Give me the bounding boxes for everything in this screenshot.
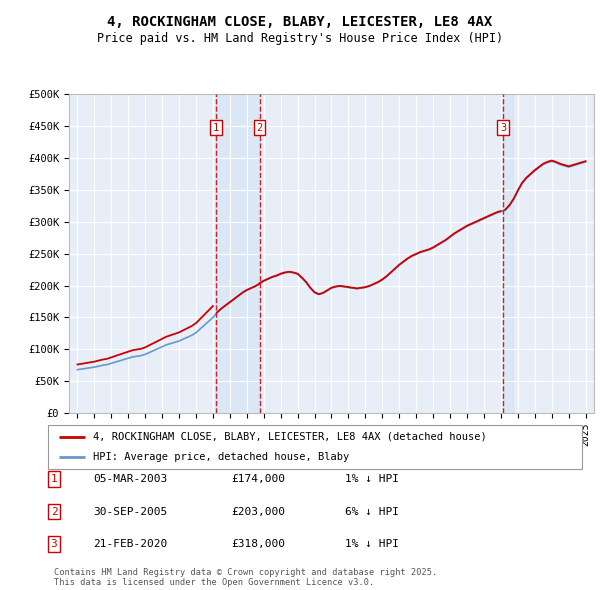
- Text: 21-FEB-2020: 21-FEB-2020: [93, 539, 167, 549]
- Text: 2: 2: [256, 123, 263, 133]
- Text: HPI: Average price, detached house, Blaby: HPI: Average price, detached house, Blab…: [94, 452, 350, 462]
- Text: 05-MAR-2003: 05-MAR-2003: [93, 474, 167, 484]
- Text: 3: 3: [500, 123, 506, 133]
- Text: 1: 1: [213, 123, 219, 133]
- FancyBboxPatch shape: [48, 425, 582, 469]
- Text: £203,000: £203,000: [231, 507, 285, 516]
- Text: 4, ROCKINGHAM CLOSE, BLABY, LEICESTER, LE8 4AX: 4, ROCKINGHAM CLOSE, BLABY, LEICESTER, L…: [107, 15, 493, 29]
- Text: 1% ↓ HPI: 1% ↓ HPI: [345, 474, 399, 484]
- Text: 1: 1: [50, 474, 58, 484]
- Text: 2: 2: [50, 507, 58, 516]
- Text: £318,000: £318,000: [231, 539, 285, 549]
- Text: Price paid vs. HM Land Registry's House Price Index (HPI): Price paid vs. HM Land Registry's House …: [97, 32, 503, 45]
- Text: 30-SEP-2005: 30-SEP-2005: [93, 507, 167, 516]
- Bar: [216, 94, 260, 413]
- Text: 4, ROCKINGHAM CLOSE, BLABY, LEICESTER, LE8 4AX (detached house): 4, ROCKINGHAM CLOSE, BLABY, LEICESTER, L…: [94, 432, 487, 442]
- Bar: [503, 94, 513, 413]
- Text: £174,000: £174,000: [231, 474, 285, 484]
- Text: 1% ↓ HPI: 1% ↓ HPI: [345, 539, 399, 549]
- Text: Contains HM Land Registry data © Crown copyright and database right 2025.
This d: Contains HM Land Registry data © Crown c…: [54, 568, 437, 587]
- Text: 3: 3: [50, 539, 58, 549]
- Text: 6% ↓ HPI: 6% ↓ HPI: [345, 507, 399, 516]
